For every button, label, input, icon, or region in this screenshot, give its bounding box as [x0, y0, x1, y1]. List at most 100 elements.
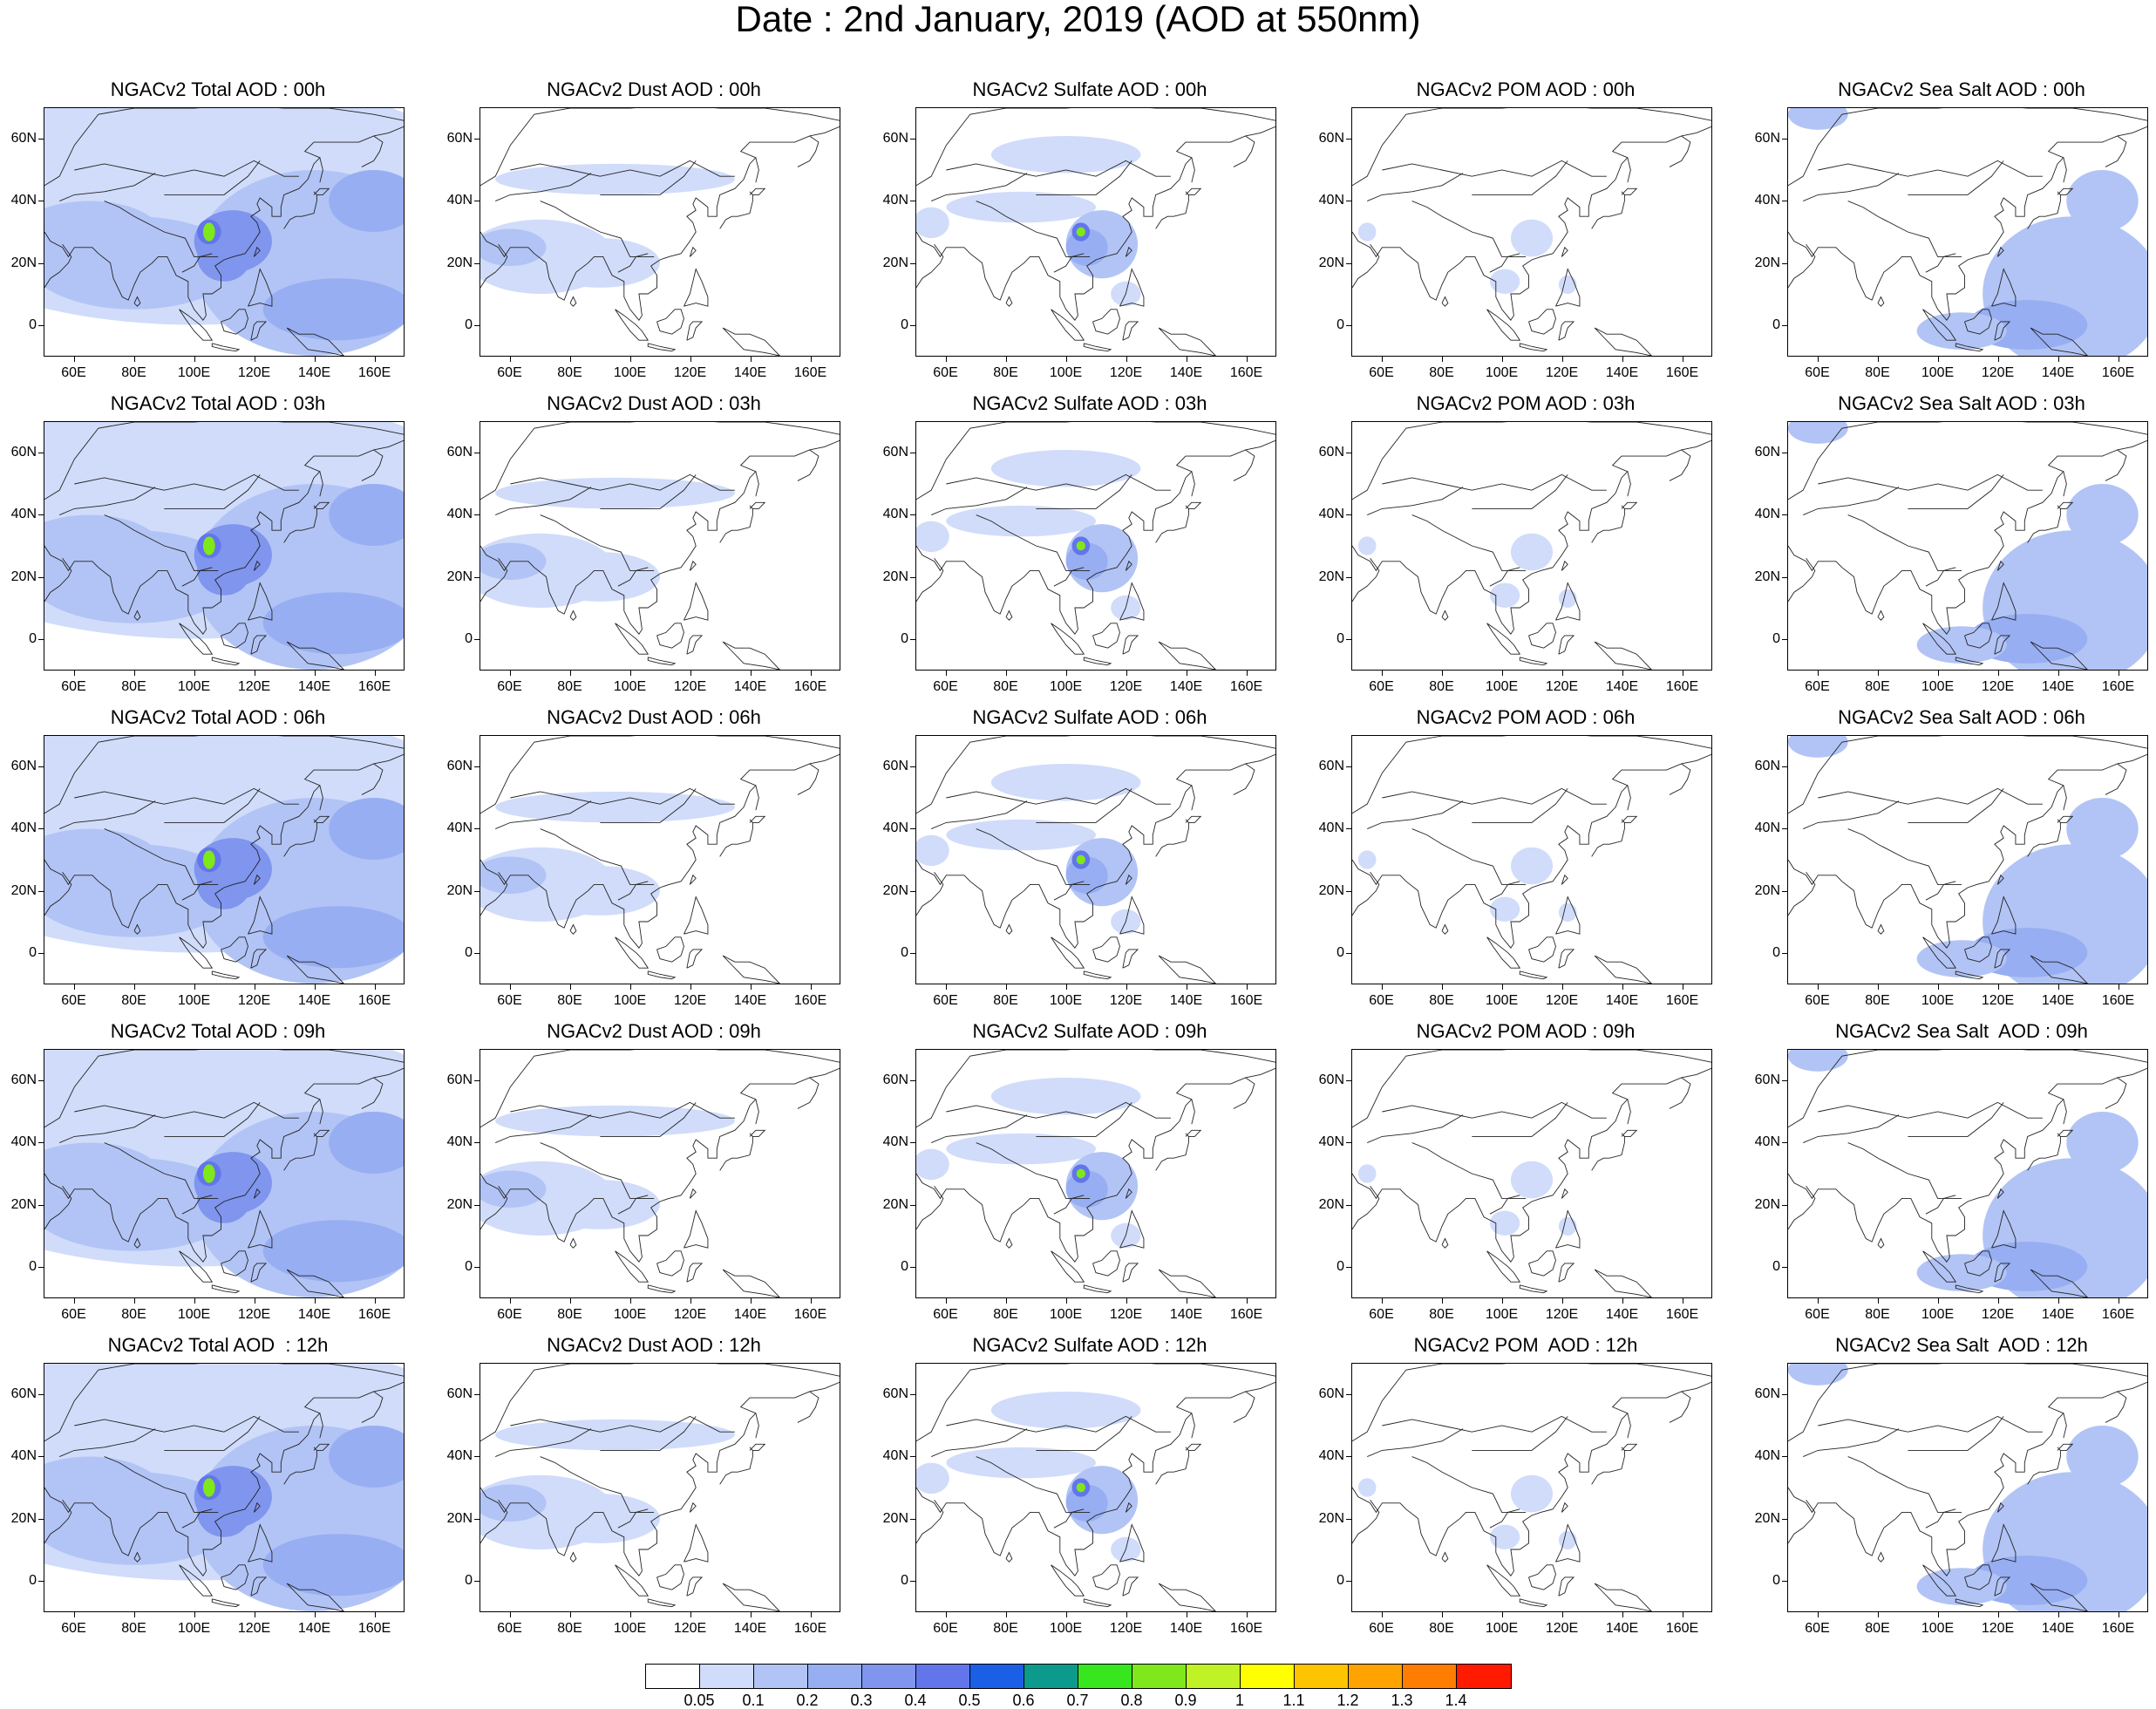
lon-label: 80E — [1865, 365, 1890, 380]
coastline — [686, 1263, 704, 1283]
map-panel-total-0: NGACv2 Total AOD : 00h 60N 40N 20N 0 60E 80E 10… — [0, 78, 436, 392]
lon-tick — [1817, 984, 1819, 990]
lon-label: 60E — [933, 1307, 958, 1322]
coastline — [1155, 1133, 1189, 1171]
coastline — [1627, 471, 1631, 497]
colorbar-label: 0.4 — [904, 1692, 927, 1709]
lat-label: 60N — [10, 1386, 37, 1401]
map-panel-dust-3: NGACv2 Dust AOD : 09h 60N 40N 20N 0 60E 80E 100… — [436, 1020, 872, 1334]
map-panel-total-1: NGACv2 Total AOD : 03h 60N 40N 20N 0 60E 80E 10… — [0, 392, 436, 706]
lon-tick — [1065, 984, 1067, 990]
figure-title: Date : 2nd January, 2019 (AOD at 550nm) — [735, 0, 1421, 39]
lat-tick — [910, 1142, 915, 1144]
coastline — [1005, 609, 1013, 621]
coastline — [250, 1263, 268, 1283]
aod-field-shading — [44, 1456, 165, 1531]
coastline — [1519, 1284, 1548, 1294]
coastline — [179, 309, 214, 341]
lat-label: 40N — [10, 193, 37, 208]
coastline — [179, 1250, 214, 1283]
coastline — [1955, 1284, 1984, 1294]
lat-label: 20N — [1754, 882, 1780, 898]
coastline — [1125, 1188, 1132, 1199]
coastline — [1486, 1564, 1521, 1597]
lon-tick — [569, 1298, 571, 1304]
lon-tick — [374, 1612, 376, 1617]
coastline — [44, 1050, 404, 1128]
lat-tick — [1782, 1267, 1787, 1269]
aod-map — [44, 422, 404, 670]
coastline — [1788, 1050, 2147, 1128]
lon-tick — [1561, 984, 1563, 990]
coastline — [1994, 949, 2011, 969]
coastline — [1818, 1415, 2043, 1433]
coastline — [179, 623, 214, 655]
lon-tick — [1997, 1612, 1999, 1617]
lon-tick — [1381, 1298, 1383, 1304]
coastline — [1155, 191, 1189, 229]
aod-field-shading — [197, 1174, 251, 1223]
coastline — [1669, 1077, 1691, 1109]
coastline — [1489, 881, 1520, 901]
lon-tick — [2057, 984, 2059, 990]
lon-tick — [750, 357, 752, 362]
aod-field-shading — [916, 834, 949, 867]
coastline — [1352, 1381, 1711, 1576]
lat-label: 40N — [1754, 507, 1780, 522]
lon-label: 60E — [933, 993, 958, 1008]
coastline — [1122, 1576, 1139, 1597]
panel-title: NGACv2 Total AOD : 12h — [107, 1334, 329, 1356]
coastline — [1922, 309, 1957, 341]
coastline — [480, 557, 508, 603]
map-panel-pom-2: NGACv2 POM AOD : 06h 60N 40N 20N 0 60E 80E 100E… — [1308, 706, 1744, 1020]
map-panel-dust-0: NGACv2 Dust AOD : 00h 60N 40N 20N 0 60E 80E 100… — [436, 78, 872, 392]
coastline — [253, 1501, 261, 1513]
coastline — [1083, 1284, 1112, 1294]
lon-tick — [1817, 671, 1819, 676]
coastline — [615, 623, 650, 655]
lon-label: 60E — [497, 365, 522, 380]
lon-tick — [509, 984, 511, 990]
coastline — [283, 819, 317, 857]
lat-tick — [1782, 828, 1787, 830]
lon-label: 140E — [733, 365, 767, 380]
aod-field-shading — [44, 828, 165, 903]
lon-label: 60E — [933, 365, 958, 380]
lon-label: 140E — [1169, 1307, 1203, 1322]
coastline — [2057, 187, 2074, 195]
coastline — [1191, 471, 1195, 497]
coastline — [1788, 871, 1816, 916]
coastline — [1472, 474, 1568, 509]
coastline — [181, 1508, 213, 1529]
coastline — [1155, 1447, 1189, 1485]
coastline — [1352, 1185, 1380, 1230]
coastline — [1788, 1381, 2147, 1576]
lat-label: 20N — [446, 882, 473, 898]
lon-tick — [1441, 1612, 1443, 1617]
map-panel-pom-4: NGACv2 POM AOD : 12h 60N 40N 20N 0 60E 80E 100E… — [1308, 1334, 1744, 1648]
coastline — [253, 874, 261, 885]
lon-label: 140E — [297, 1621, 331, 1636]
lat-tick — [1346, 325, 1351, 327]
lat-label: 60N — [446, 1386, 473, 1401]
coastline — [540, 514, 655, 571]
coastline — [1122, 321, 1139, 341]
coastline — [600, 1102, 697, 1137]
coastline — [2030, 955, 2088, 984]
coastline — [2057, 1129, 2074, 1137]
coastline — [656, 1250, 684, 1277]
lon-label: 140E — [1169, 993, 1203, 1008]
coastline — [1964, 623, 1992, 649]
coastline — [1558, 321, 1575, 341]
coastline — [719, 191, 753, 229]
coastline — [647, 1284, 677, 1294]
lat-label: 20N — [882, 882, 908, 898]
coastline — [1005, 296, 1013, 307]
aod-field-shading — [495, 163, 735, 195]
lon-tick — [1126, 357, 1127, 362]
coastline — [916, 1050, 1275, 1128]
coastline — [1922, 936, 1957, 969]
lon-label: 140E — [733, 1307, 767, 1322]
lon-tick — [629, 1612, 631, 1617]
lon-tick — [1126, 671, 1127, 676]
